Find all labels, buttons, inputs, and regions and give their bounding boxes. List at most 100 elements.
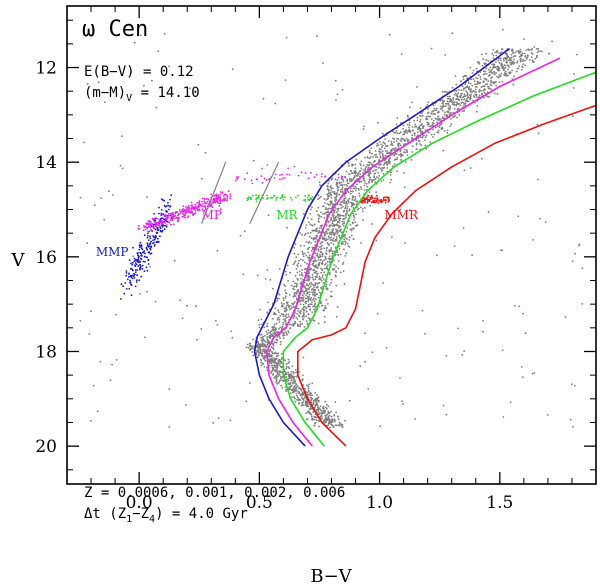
star-point	[374, 150, 377, 152]
star-point	[523, 38, 525, 40]
star-point	[502, 416, 505, 418]
star-point	[351, 227, 353, 230]
star-point	[291, 199, 293, 201]
star-point	[294, 369, 297, 371]
star-point	[420, 112, 423, 115]
star-point	[279, 375, 282, 378]
star-point	[329, 203, 332, 206]
star-point	[308, 235, 311, 238]
star-point	[373, 201, 376, 204]
star-point	[296, 277, 299, 280]
star-point	[506, 60, 508, 63]
star-point	[446, 129, 449, 132]
star-point	[188, 206, 191, 209]
star-point	[134, 262, 137, 264]
star-point	[390, 151, 393, 154]
star-point	[474, 83, 476, 86]
star-point	[201, 197, 204, 200]
star-point	[435, 109, 438, 112]
star-point	[293, 386, 296, 388]
star-point	[482, 320, 484, 322]
star-point	[482, 330, 484, 333]
star-point	[288, 294, 291, 296]
star-point	[463, 350, 466, 352]
star-point	[154, 237, 157, 240]
star-point	[279, 337, 281, 339]
star-point	[311, 301, 313, 303]
star-point	[197, 209, 199, 212]
star-point	[304, 297, 307, 300]
star-point	[295, 196, 297, 199]
star-point	[246, 172, 249, 175]
star-point	[330, 236, 332, 239]
star-point	[377, 171, 380, 174]
star-point	[391, 148, 394, 151]
star-point	[372, 170, 374, 173]
star-point	[287, 331, 290, 334]
star-point	[271, 317, 274, 320]
x-axis-title: B−V	[310, 566, 352, 587]
star-point	[316, 254, 319, 257]
star-point	[315, 237, 318, 240]
star-point	[304, 271, 306, 274]
star-point	[324, 239, 327, 242]
star-point	[276, 336, 279, 338]
star-point	[134, 260, 136, 262]
star-point	[388, 33, 391, 36]
star-point	[334, 401, 337, 403]
star-point	[346, 227, 349, 229]
star-point	[327, 416, 330, 419]
star-point	[168, 208, 170, 211]
star-point	[351, 221, 354, 224]
star-point	[471, 254, 473, 257]
star-point	[324, 264, 326, 266]
star-point	[147, 223, 150, 226]
star-point	[485, 59, 487, 61]
star-point	[236, 177, 239, 180]
star-point	[424, 139, 426, 142]
star-point	[97, 81, 100, 84]
star-point	[427, 122, 430, 124]
star-point	[289, 308, 292, 311]
star-point	[321, 417, 323, 419]
star-point	[425, 134, 428, 137]
star-point	[285, 366, 288, 368]
star-point	[492, 67, 495, 69]
star-point	[421, 136, 424, 138]
plot-frame	[66, 5, 597, 485]
star-point	[304, 226, 307, 229]
star-point	[276, 379, 278, 381]
star-point	[275, 375, 278, 378]
star-point	[488, 96, 491, 98]
star-point	[159, 226, 161, 228]
star-point	[312, 246, 315, 249]
star-point	[444, 111, 446, 114]
star-point	[495, 72, 497, 74]
star-point	[381, 144, 384, 147]
star-point	[475, 85, 477, 88]
star-point	[318, 221, 320, 223]
star-point	[507, 55, 510, 58]
star-point	[172, 215, 175, 218]
star-point	[315, 286, 318, 289]
star-point	[330, 189, 332, 192]
star-point	[385, 160, 388, 163]
star-point	[407, 116, 409, 118]
star-point	[510, 54, 513, 56]
star-point	[176, 220, 179, 223]
star-point	[314, 275, 317, 278]
star-point	[373, 199, 376, 202]
star-point	[182, 213, 184, 215]
star-point	[291, 365, 294, 367]
star-point	[360, 160, 363, 163]
star-point	[337, 176, 340, 179]
star-point	[190, 208, 193, 211]
star-point	[275, 341, 278, 344]
star-point	[272, 368, 274, 371]
star-point	[318, 425, 320, 428]
star-point	[320, 271, 322, 274]
star-point	[133, 41, 136, 44]
star-point	[311, 283, 313, 286]
star-point	[324, 414, 327, 417]
star-point	[340, 425, 342, 428]
